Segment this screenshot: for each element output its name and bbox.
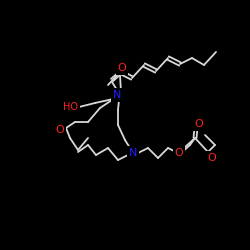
Text: HO: HO bbox=[63, 102, 78, 112]
Text: N: N bbox=[129, 148, 137, 158]
Text: O: O bbox=[174, 148, 184, 158]
Text: O: O bbox=[56, 125, 64, 135]
Text: O: O bbox=[194, 119, 203, 129]
Text: N: N bbox=[113, 90, 121, 100]
Text: O: O bbox=[208, 153, 216, 163]
Text: O: O bbox=[118, 63, 126, 73]
